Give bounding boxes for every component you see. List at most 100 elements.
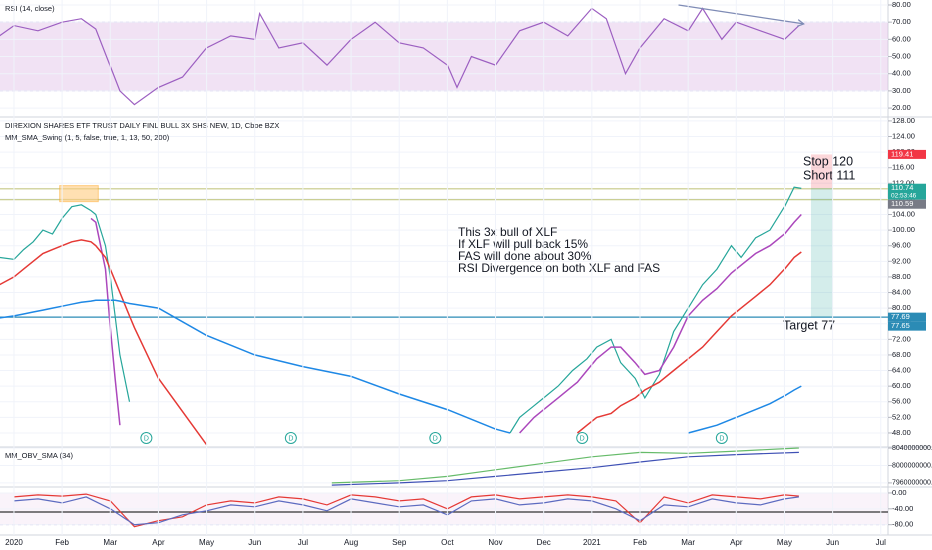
annotation-text: If XLF will pull back 15% — [458, 237, 588, 251]
y-tick-label: -80.00 — [892, 520, 913, 529]
pane-title: DIREXION SHARES ETF TRUST DAILY FINL BUL… — [5, 121, 279, 130]
price-axis — [888, 0, 932, 550]
pane — [0, 447, 888, 486]
target-text: Target 77 — [783, 318, 835, 332]
y-tick-label: 100.00 — [892, 225, 915, 234]
x-tick-label: Feb — [55, 538, 69, 547]
annotation-text: This 3x bull of XLF — [458, 225, 557, 239]
price-label: 77.69 — [891, 312, 910, 321]
annotation-text: FAS will done about 30% — [458, 249, 592, 263]
arrow-head — [796, 19, 805, 27]
series-line — [0, 239, 802, 446]
y-tick-label: 80.00 — [892, 303, 911, 312]
y-tick-label: 7960000000.00 — [892, 480, 932, 487]
x-tick-label: 2021 — [583, 538, 601, 547]
x-tick-label: Jul — [298, 538, 308, 547]
x-tick-label: Jun — [248, 538, 261, 547]
dividend-label: D — [580, 435, 585, 442]
highlight-box — [59, 185, 99, 203]
y-tick-label: 128.00 — [892, 116, 915, 125]
y-tick-label: 0.00 — [892, 488, 907, 497]
x-tick-label: Oct — [441, 538, 454, 547]
y-tick-label: 104.00 — [892, 210, 915, 219]
y-tick-label: 112.00 — [892, 178, 914, 187]
y-tick-label: 64.00 — [892, 366, 911, 375]
y-tick-label: 8040000000.00 — [892, 445, 932, 452]
price-label: 119.41 — [891, 149, 913, 158]
dividend-label: D — [288, 435, 293, 442]
y-tick-label: 68.00 — [892, 350, 911, 359]
y-tick-label: 96.00 — [892, 241, 911, 250]
series-line — [331, 451, 799, 486]
series-line — [90, 213, 802, 434]
price-label-bg — [888, 321, 926, 331]
x-tick-label: Apr — [152, 538, 165, 547]
price-label: 110.59 — [891, 199, 913, 208]
pane — [0, 492, 888, 528]
x-tick-label: May — [199, 538, 214, 547]
price-label-bg — [888, 312, 926, 322]
y-tick-label: 72.00 — [892, 334, 911, 343]
y-tick-label: 92.00 — [892, 256, 911, 265]
price-label: 110.74 — [891, 183, 913, 192]
countdown: 02:53:46 — [891, 192, 917, 199]
dividend-label: D — [144, 435, 149, 442]
y-tick-label: 30.00 — [892, 86, 911, 95]
y-tick-label: 124.00 — [892, 131, 915, 140]
y-tick-label: 70.00 — [892, 17, 911, 26]
x-tick-label: Mar — [681, 538, 695, 547]
y-tick-label: 48.00 — [892, 428, 911, 437]
y-tick-label: 20.00 — [892, 103, 911, 112]
price-label-bg — [888, 149, 926, 159]
price-label: 77.65 — [891, 321, 910, 330]
x-tick-label: Aug — [344, 538, 358, 547]
y-tick-label: 52.00 — [892, 412, 911, 421]
y-tick-label: 84.00 — [892, 288, 911, 297]
y-tick-label: 88.00 — [892, 272, 911, 281]
x-tick-label: May — [777, 538, 792, 547]
dividend-marker — [429, 432, 442, 444]
x-tick-label: Nov — [488, 538, 502, 547]
y-tick-label: 40.00 — [892, 69, 911, 78]
pane — [0, 4, 888, 109]
y-tick-label: 8000000000.00 — [892, 462, 932, 469]
y-tick-label: 56.00 — [892, 397, 911, 406]
x-tick-label: 2020 — [5, 538, 23, 547]
y-tick-label: 60.00 — [892, 34, 911, 43]
x-tick-label: Jul — [876, 538, 886, 547]
x-tick-label: Jun — [826, 538, 839, 547]
pane-title: RSI (14, close) — [5, 4, 55, 13]
annotation-text: RSI Divergence on both XLF and FAS — [458, 261, 660, 275]
dividend-label: D — [433, 435, 438, 442]
y-tick-label: 80.00 — [892, 0, 911, 9]
x-tick-label: Mar — [103, 538, 117, 547]
dividend-marker — [576, 432, 589, 444]
pane-subtitle: MM_SMA_Swing (1, 5, false, true, 1, 13, … — [5, 133, 170, 142]
x-tick-label: Feb — [633, 538, 647, 547]
series-line — [0, 299, 802, 434]
y-tick-label: 60.00 — [892, 381, 911, 390]
y-tick-label: -40.00 — [892, 504, 913, 513]
series-line — [13, 496, 799, 526]
series-line — [331, 447, 799, 484]
stop-text: Stop 120 — [803, 154, 853, 168]
price-label-bg — [888, 183, 926, 200]
series-line — [0, 7, 800, 106]
y-tick-label: 50.00 — [892, 52, 911, 61]
dividend-label: D — [719, 435, 724, 442]
series-line — [0, 186, 802, 434]
target-zone — [810, 188, 833, 318]
x-tick-label: Sep — [392, 538, 407, 547]
pane-title: MM_OBV_SMA (34) — [5, 451, 73, 460]
dividend-marker — [284, 432, 297, 444]
stop-text: Short 111 — [803, 168, 855, 182]
dividend-marker — [140, 432, 153, 444]
x-tick-label: Apr — [730, 538, 743, 547]
stop-zone — [810, 154, 833, 189]
y-tick-label: 116.00 — [892, 163, 914, 172]
price-label-bg — [888, 199, 926, 209]
dividend-marker — [715, 432, 728, 444]
divergence-arrow — [678, 4, 804, 25]
